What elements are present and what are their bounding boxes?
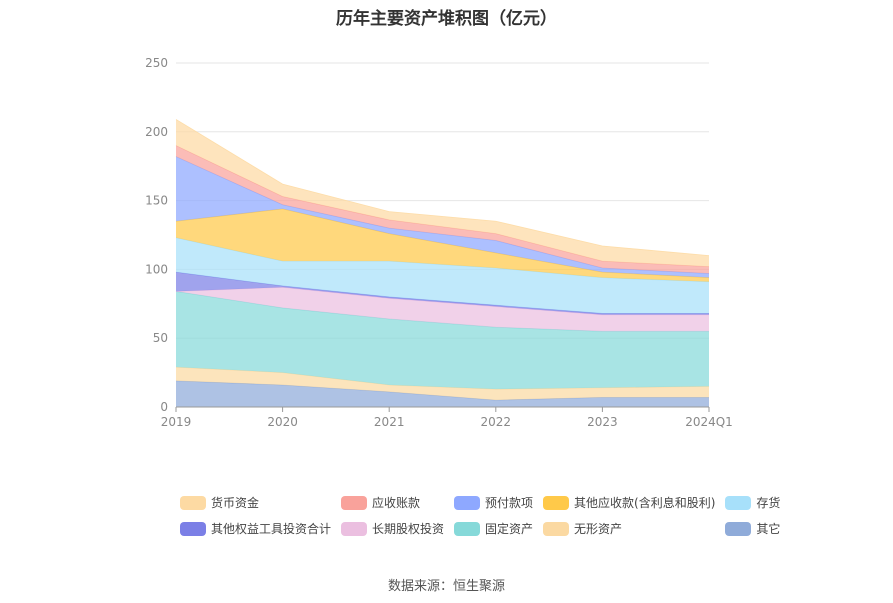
area-3 [176,287,709,332]
legend-swatch [341,495,368,510]
y-tick-label: 250 [145,56,168,70]
area-series [175,119,710,407]
area-1 [176,367,709,401]
x-tick-label: 2019 [161,415,192,429]
y-tick-label: 150 [145,194,168,208]
legend-item[interactable]: 固定资产 [454,520,533,537]
legend-swatch [543,495,570,510]
legend-label: 应收账款 [372,496,421,510]
legend-label: 长期股权投资 [372,522,445,536]
x-tick-label: 2022 [481,415,512,429]
area-5 [176,237,709,314]
area-2 [176,291,709,390]
legend-swatch [725,521,752,536]
legend-swatch [725,495,752,510]
y-tick-label: 200 [145,125,168,139]
data-source-note: 数据来源：恒生聚源 [387,579,505,594]
legend-label: 货币资金 [211,496,260,510]
x-tick-label: 2023 [587,415,618,429]
legend-item[interactable]: 其他权益工具投资合计 [180,520,331,537]
legend-item[interactable]: 其他应收款(含利息和股利) [543,494,715,511]
legend-swatch [180,521,206,536]
legend-label: 固定资产 [485,522,534,536]
legend-item[interactable]: 存货 [725,494,780,511]
area-0 [176,380,709,407]
legend-item[interactable]: 货币资金 [180,494,331,511]
x-tick-label: 2021 [374,415,405,429]
legend-swatch [543,521,570,536]
y-tick-label: 50 [153,331,168,345]
legend-label: 预付款项 [485,496,534,510]
legend-item[interactable]: 应收账款 [341,494,444,511]
legend-item[interactable]: 无形资产 [543,520,715,537]
legend: 货币资金 应收账款 预付款项 其他应收款(含利息和股利) 存货其他权益工具投资合计 长期股… [180,494,780,537]
legend-label: 其他应收款(含利息和股利) [574,496,716,510]
legend-swatch [454,521,481,536]
legend-swatch [180,495,206,510]
legend-item[interactable]: 预付款项 [454,494,533,511]
legend-item[interactable]: 其它 [725,520,780,537]
legend-swatch [341,521,368,536]
legend-label: 其他权益工具投资合计 [211,522,332,536]
axes: 0 50 100 150 200 250 2019 2020 2021 2022 2023 2024Q… [145,56,733,429]
legend-label: 存货 [756,496,781,510]
legend-label: 无形资产 [574,522,623,536]
legend-item[interactable]: 长期股权投资 [341,520,444,537]
legend-label: 其它 [756,522,781,536]
area-edge-9 [175,119,710,257]
x-tick-label: 2020 [267,415,298,429]
chart-title: 历年主要资产堆积图（亿元） [336,9,557,29]
area-6 [176,208,709,282]
legend-swatch [454,495,481,510]
y-tick-label: 100 [145,262,168,276]
x-tick-label: 2024Q1 [685,415,733,429]
area-9 [176,119,709,267]
y-tick-label: 0 [160,400,168,414]
